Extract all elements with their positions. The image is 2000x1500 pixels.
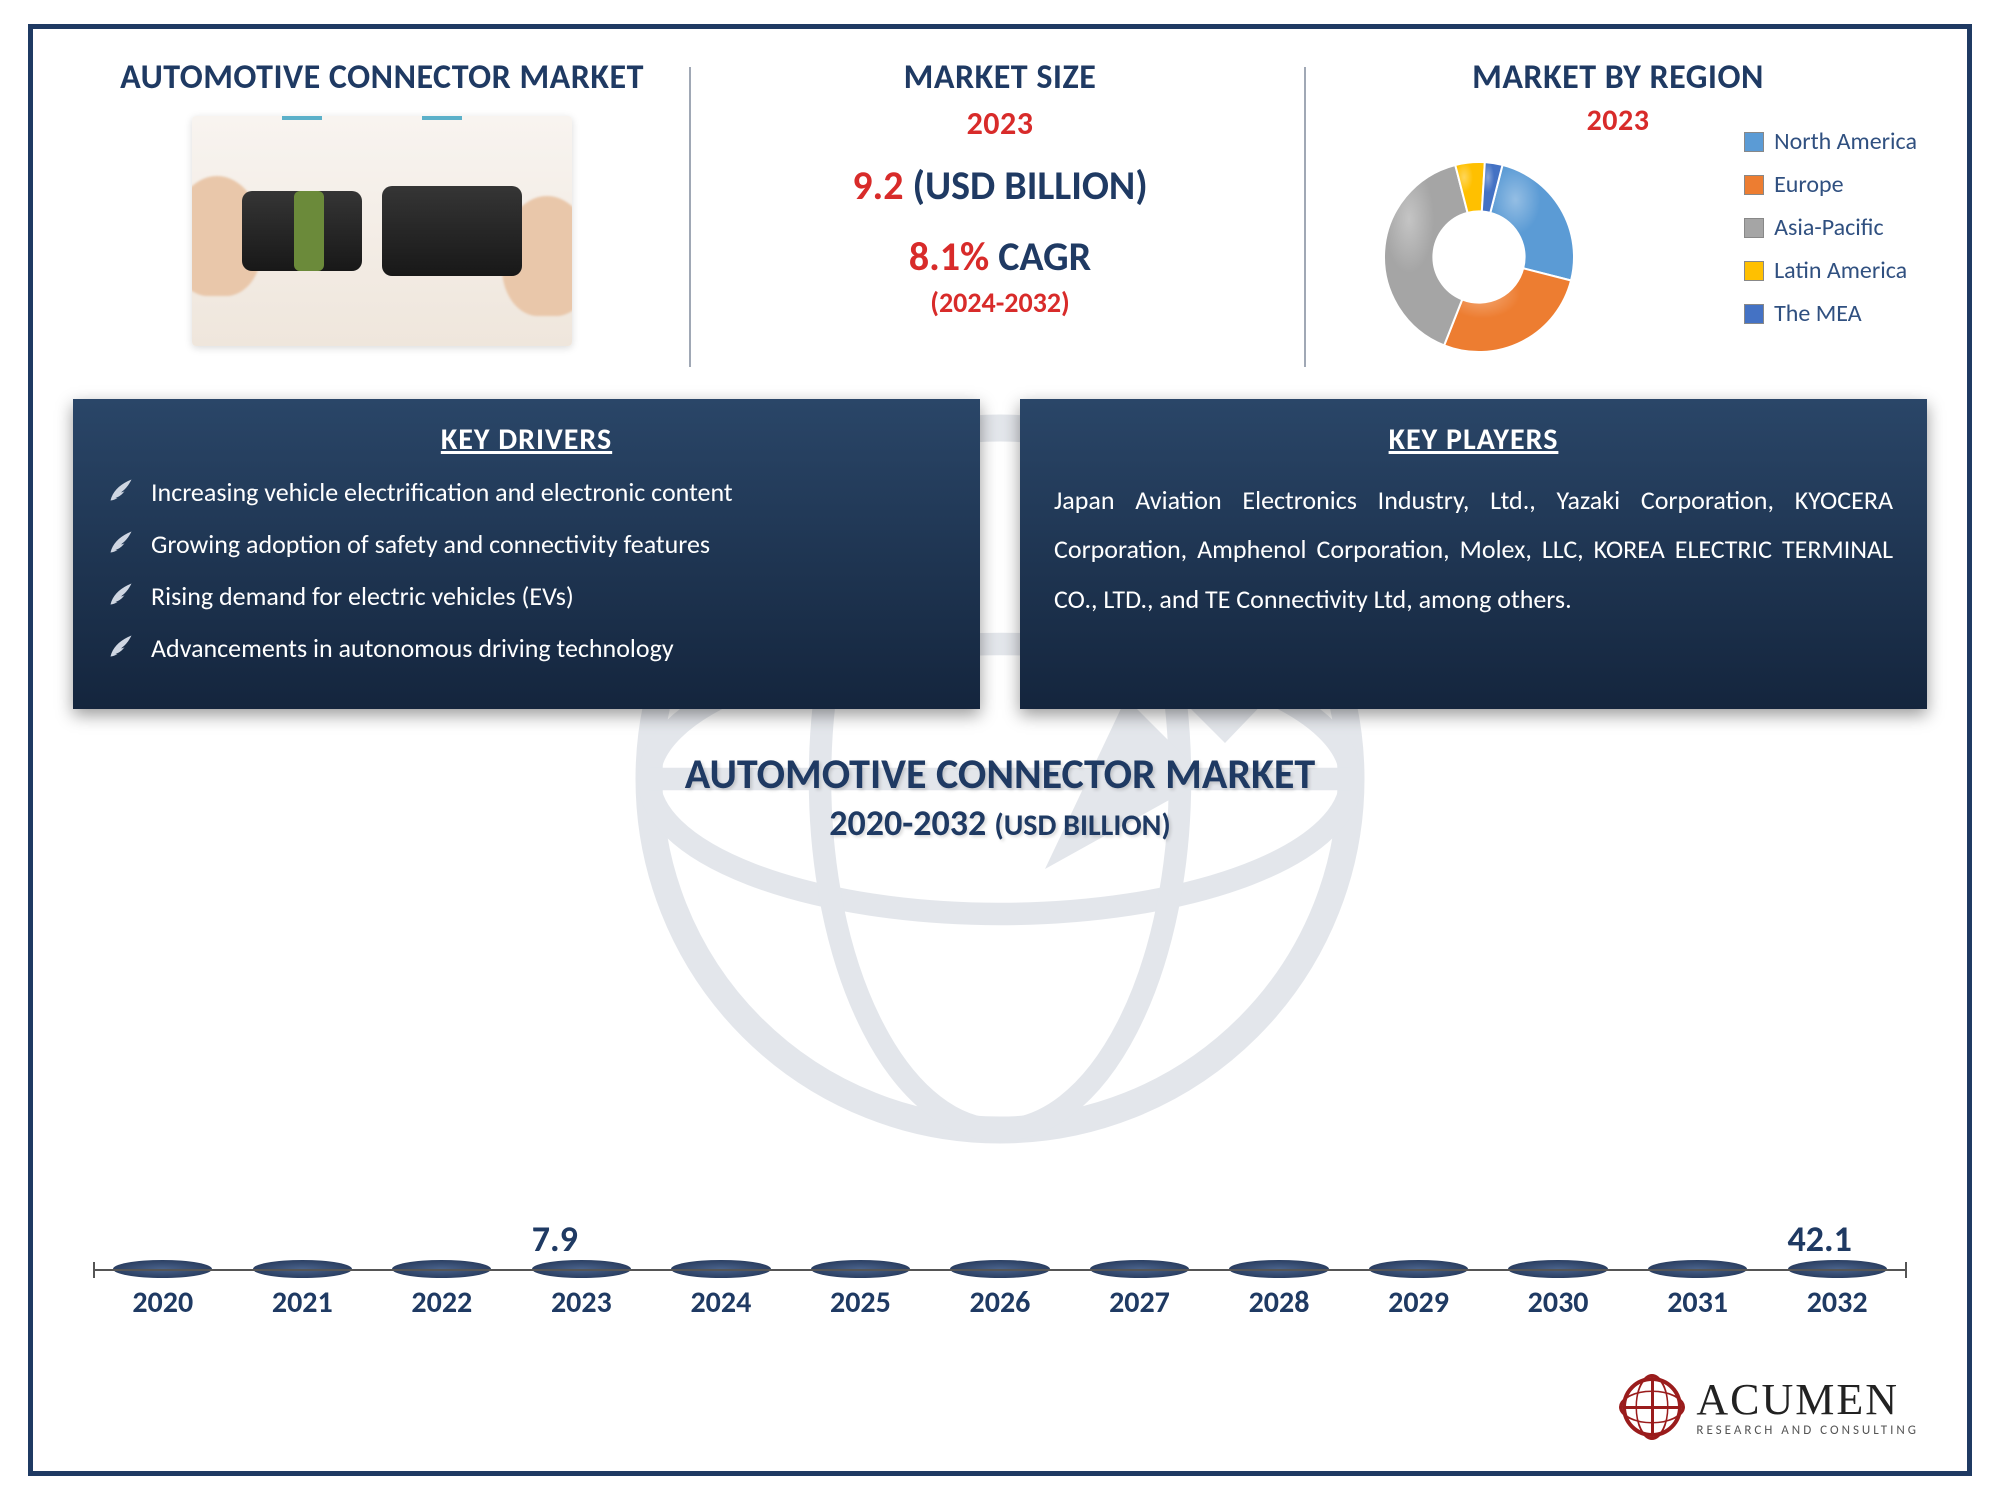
brand-logo: ACUMEN RESEARCH AND CONSULTING (1622, 1377, 1919, 1437)
chart-title-line1: AUTOMOTIVE CONNECTOR MARKET (33, 749, 1967, 800)
legend-label: Europe (1774, 170, 1844, 199)
driver-text: Increasing vehicle electrification and e… (151, 476, 733, 508)
driver-text: Advancements in autonomous driving techn… (151, 632, 674, 664)
region-legend: North America Europe Asia-Pacific Latin Ame… (1744, 127, 1917, 342)
driver-text: Growing adoption of safety and connectiv… (151, 528, 710, 560)
driver-item: Advancements in autonomous driving techn… (107, 632, 946, 664)
x-axis-line (93, 1269, 1907, 1271)
x-axis-label: 2022 (377, 1284, 508, 1321)
x-axis-label: 2024 (656, 1284, 787, 1321)
driver-item: Growing adoption of safety and connectiv… (107, 528, 946, 560)
legend-swatch (1744, 304, 1764, 324)
players-text: Japan Aviation Electronics Industry, Ltd… (1054, 476, 1893, 624)
region-heading: MARKET BY REGION (1309, 57, 1927, 98)
quill-icon (107, 632, 135, 660)
col-product: AUTOMOTIVE CONNECTOR MARKET (73, 57, 691, 377)
legend-label: North America (1774, 127, 1917, 156)
chart-title-range: 2020-2032 (829, 801, 994, 845)
legend-label: Latin America (1774, 256, 1907, 285)
legend-item: North America (1744, 127, 1917, 156)
legend-swatch (1744, 132, 1764, 152)
x-axis-label: 2026 (935, 1284, 1066, 1321)
brand-tagline: RESEARCH AND CONSULTING (1696, 1424, 1919, 1437)
quill-icon (107, 580, 135, 608)
bar-value-label: 7.9 (532, 1217, 578, 1261)
market-size-number: 9.2 (852, 161, 903, 210)
driver-item: Increasing vehicle electrification and e… (107, 476, 946, 508)
brand-globe-icon (1622, 1377, 1682, 1437)
chart-title-unit: (USD BILLION) (994, 807, 1170, 844)
driver-text: Rising demand for electric vehicles (EVs… (151, 580, 574, 612)
product-photo (192, 116, 572, 346)
cagr-pct: 8.1% (909, 232, 989, 281)
legend-item: The MEA (1744, 299, 1917, 328)
legend-item: Europe (1744, 170, 1917, 199)
x-axis-label: 2028 (1214, 1284, 1345, 1321)
panel-players: KEY PLAYERS Japan Aviation Electronics I… (1020, 399, 1927, 709)
driver-item: Rising demand for electric vehicles (EVs… (107, 580, 946, 612)
x-axis-label: 2020 (97, 1284, 228, 1321)
x-axis-label: 2030 (1493, 1284, 1624, 1321)
panels-row: KEY DRIVERS Increasing vehicle electrifi… (73, 399, 1927, 709)
top-row: AUTOMOTIVE CONNECTOR MARKET MARKET SIZE … (73, 57, 1927, 377)
market-size-unit: (USD BILLION) (913, 161, 1148, 210)
cagr-line: 8.1% CAGR (691, 232, 1309, 281)
col-market-size: MARKET SIZE 2023 9.2 (USD BILLION) 8.1% … (691, 57, 1309, 377)
legend-label: Asia-Pacific (1774, 213, 1884, 242)
title-main: AUTOMOTIVE CONNECTOR MARKET (73, 57, 691, 98)
cagr-word: CAGR (998, 232, 1091, 281)
legend-swatch (1744, 218, 1764, 238)
players-title: KEY PLAYERS (1054, 421, 1893, 458)
x-axis-label: 2025 (795, 1284, 926, 1321)
market-size-year: 2023 (691, 104, 1309, 143)
drivers-title: KEY DRIVERS (107, 421, 946, 458)
region-donut (1359, 147, 1599, 372)
drivers-list: Increasing vehicle electrification and e… (107, 476, 946, 664)
bar-chart: 7.9 42.1 20202021202220232024202520262027… (93, 859, 1907, 1331)
x-axis-label: 2021 (237, 1284, 368, 1321)
legend-item: Latin America (1744, 256, 1917, 285)
infographic-frame: AUTOMOTIVE CONNECTOR MARKET MARKET SIZE … (28, 24, 1972, 1476)
legend-swatch (1744, 175, 1764, 195)
panel-drivers: KEY DRIVERS Increasing vehicle electrifi… (73, 399, 980, 709)
x-axis-label: 2023 (516, 1284, 647, 1321)
cagr-range: (2024-2032) (691, 285, 1309, 320)
quill-icon (107, 476, 135, 504)
legend-swatch (1744, 261, 1764, 281)
x-axis-label: 2031 (1632, 1284, 1763, 1321)
market-size-heading: MARKET SIZE (691, 57, 1309, 98)
quill-icon (107, 528, 135, 556)
col-region: MARKET BY REGION 2023 North AmericaEurop… (1309, 57, 1927, 377)
x-axis-label: 2029 (1353, 1284, 1484, 1321)
x-axis-label: 2032 (1772, 1284, 1903, 1321)
chart-title-line2: 2020-2032 (USD BILLION) (33, 801, 1967, 845)
bar-value-label: 42.1 (1788, 1217, 1852, 1261)
brand-name: ACUMEN (1696, 1378, 1919, 1422)
legend-item: Asia-Pacific (1744, 213, 1917, 242)
market-size-value: 9.2 (USD BILLION) (691, 161, 1309, 210)
legend-label: The MEA (1774, 299, 1862, 328)
x-axis-label: 2027 (1074, 1284, 1205, 1321)
